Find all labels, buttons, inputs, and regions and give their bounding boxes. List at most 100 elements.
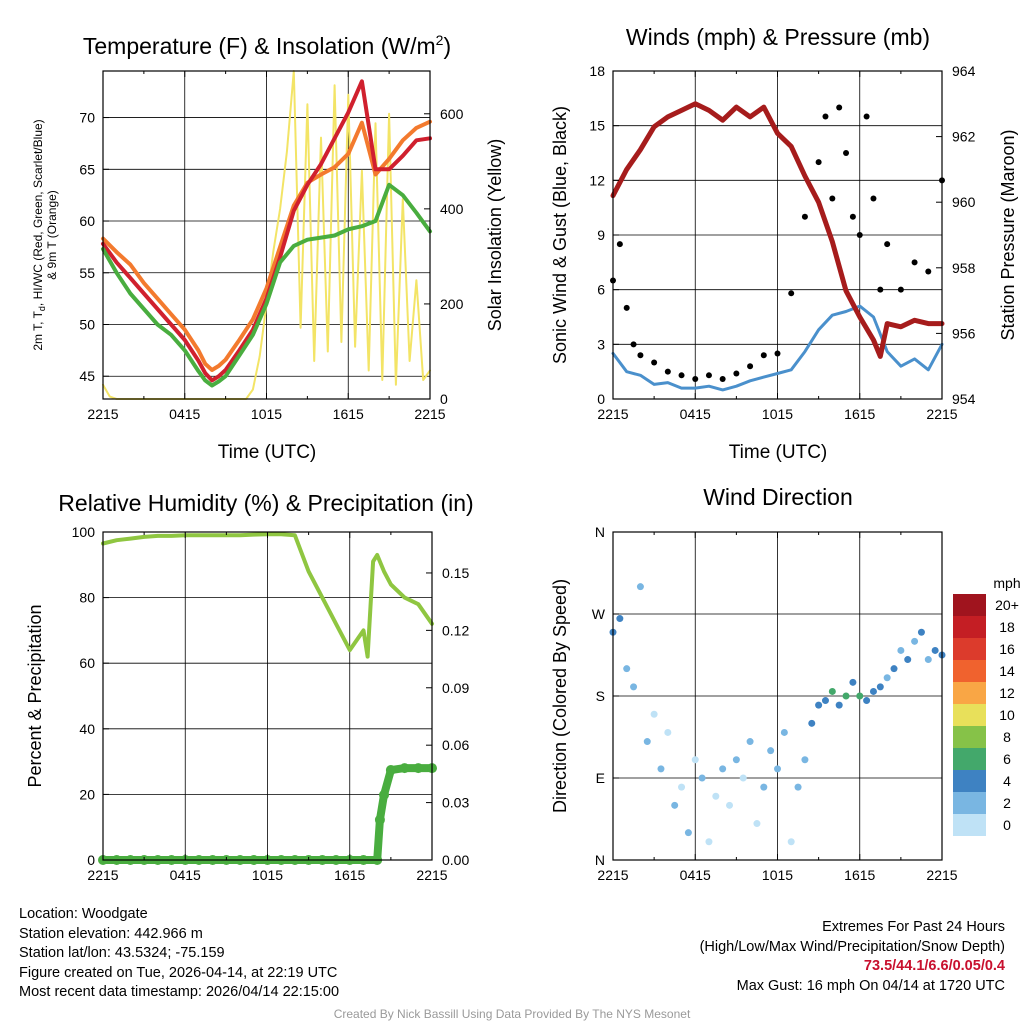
gust-point xyxy=(705,372,712,379)
direction-point xyxy=(924,656,932,664)
direction-point xyxy=(890,665,898,673)
direction-point xyxy=(739,774,747,782)
legend-label: 0 xyxy=(1003,817,1011,833)
gust-point xyxy=(836,104,843,111)
direction-point xyxy=(623,665,631,673)
y2-tick-label: 956 xyxy=(952,325,976,341)
x-tick-label: 2215 xyxy=(87,406,118,422)
gust-point xyxy=(678,372,685,379)
legend-title: mph xyxy=(993,575,1020,591)
gust-point xyxy=(884,241,891,248)
recent-text: Most recent data timestamp: 2026/04/14 2… xyxy=(19,984,340,1000)
legend-swatch xyxy=(953,814,986,836)
direction-point xyxy=(746,738,754,746)
legend-label: 8 xyxy=(1003,729,1011,745)
x-tick-label: 1615 xyxy=(334,867,365,883)
y-tick-label: N xyxy=(595,524,605,540)
direction-point xyxy=(917,628,925,636)
y-tick-label: 15 xyxy=(589,118,605,134)
gust-point xyxy=(897,286,904,293)
y2-tick-label: 0.06 xyxy=(442,737,469,753)
elevation-text: Station elevation: 442.966 m xyxy=(19,925,203,942)
temperature-title: Temperature (F) & Insolation (W/m2) xyxy=(83,32,451,59)
gust-point xyxy=(747,363,754,370)
svg-text:& 9m T (Orange): & 9m T (Orange) xyxy=(45,190,59,280)
humidity-title: Relative Humidity (%) & Precipitation (i… xyxy=(58,490,473,516)
y2-tick-label: 954 xyxy=(952,391,976,407)
legend-label: 12 xyxy=(999,685,1015,701)
legend-label: 10 xyxy=(999,707,1015,723)
direction-point xyxy=(732,756,740,764)
direction-point xyxy=(904,656,912,664)
y-tick-label: 65 xyxy=(79,161,95,177)
x-tick-label: 0415 xyxy=(680,406,711,422)
precip-point xyxy=(379,789,390,800)
y-tick-label: 9 xyxy=(597,227,605,243)
direction-point xyxy=(883,674,891,682)
svg-text:2m T, Td, HI/WC (Red, Green, S: 2m T, Td, HI/WC (Red, Green, Scarlet/Blu… xyxy=(31,119,47,350)
y-tick-label: 18 xyxy=(589,63,605,79)
direction-point xyxy=(705,838,713,846)
temperature-ticks: 2215 0415 1015 1615 2215 45 50 55 60 65 70 0 200 400 6… xyxy=(79,71,464,422)
series-relative-humidity xyxy=(101,532,434,659)
credit-text: Created By Nick Bassill Using Data Provi… xyxy=(333,1007,691,1021)
y2-tick-label: 962 xyxy=(952,129,976,145)
y2-tick-label: 0 xyxy=(440,391,448,407)
gust-point xyxy=(623,304,630,311)
series-dewpoint xyxy=(101,182,432,388)
direction-point xyxy=(808,719,816,727)
direction-point xyxy=(643,738,651,746)
y-tick-label: 45 xyxy=(79,368,95,384)
temperature-xlabel: Time (UTC) xyxy=(218,442,317,463)
y2-tick-label: 200 xyxy=(440,296,464,312)
max-gust-text: Max Gust: 16 mph On 04/14 at 1720 UTC xyxy=(736,977,1005,994)
x-tick-label: 0415 xyxy=(169,406,200,422)
x-tick-label: 1615 xyxy=(844,867,875,883)
gust-point xyxy=(760,352,767,359)
y-tick-label: 100 xyxy=(72,524,96,540)
gust-point xyxy=(664,368,671,375)
panel-temperature: Temperature (F) & Insolation (W/m2) 2215… xyxy=(31,32,505,463)
humidity-ylabel-left: Percent & Precipitation xyxy=(25,604,45,787)
series-9m-temperature xyxy=(101,119,432,372)
direction-point xyxy=(897,646,905,654)
temperature-ylabel-left: 2m T, Td, HI/WC (Red, Green, Scarlet/Blu… xyxy=(31,119,59,350)
legend-swatch xyxy=(953,594,986,616)
gust-point xyxy=(829,195,836,202)
direction-point xyxy=(821,697,829,705)
x-tick-label: 2215 xyxy=(87,867,118,883)
x-tick-label: 0415 xyxy=(170,867,201,883)
panel-humidity: Relative Humidity (%) & Precipitation (i… xyxy=(25,490,474,883)
gust-point xyxy=(863,113,870,120)
x-tick-label: 2215 xyxy=(597,867,628,883)
y-tick-label: 6 xyxy=(597,282,605,298)
x-tick-label: 1015 xyxy=(251,406,282,422)
gust-point xyxy=(630,341,637,348)
precip-point xyxy=(399,763,410,774)
precip-point xyxy=(374,814,385,825)
direction-point xyxy=(753,820,761,828)
gust-point xyxy=(788,290,795,297)
direction-point xyxy=(664,728,672,736)
temperature-series xyxy=(101,70,432,400)
legend-swatch xyxy=(953,682,986,704)
direction-point xyxy=(636,583,644,591)
extremes-info: Extremes For Past 24 Hours (High/Low/Max… xyxy=(700,918,1005,996)
y-tick-label: 70 xyxy=(79,110,95,126)
legend-label: 6 xyxy=(1003,751,1011,767)
gust-point xyxy=(870,195,877,202)
y-tick-label: N xyxy=(595,852,605,868)
direction-point xyxy=(780,728,788,736)
winds-ylabel-left: Sonic Wind & Gust (Blue, Black) xyxy=(550,106,570,364)
direction-point xyxy=(842,692,850,700)
precip-point xyxy=(413,763,424,774)
legend-swatch xyxy=(953,726,986,748)
gust-point xyxy=(774,350,781,357)
x-tick-label: 1015 xyxy=(762,867,793,883)
direction-point xyxy=(876,683,884,691)
direction-title: Wind Direction xyxy=(703,484,853,510)
extremes-desc: (High/Low/Max Wind/Precipitation/Snow De… xyxy=(699,938,1005,955)
legend-swatch xyxy=(953,770,986,792)
y-tick-label: W xyxy=(592,606,606,622)
